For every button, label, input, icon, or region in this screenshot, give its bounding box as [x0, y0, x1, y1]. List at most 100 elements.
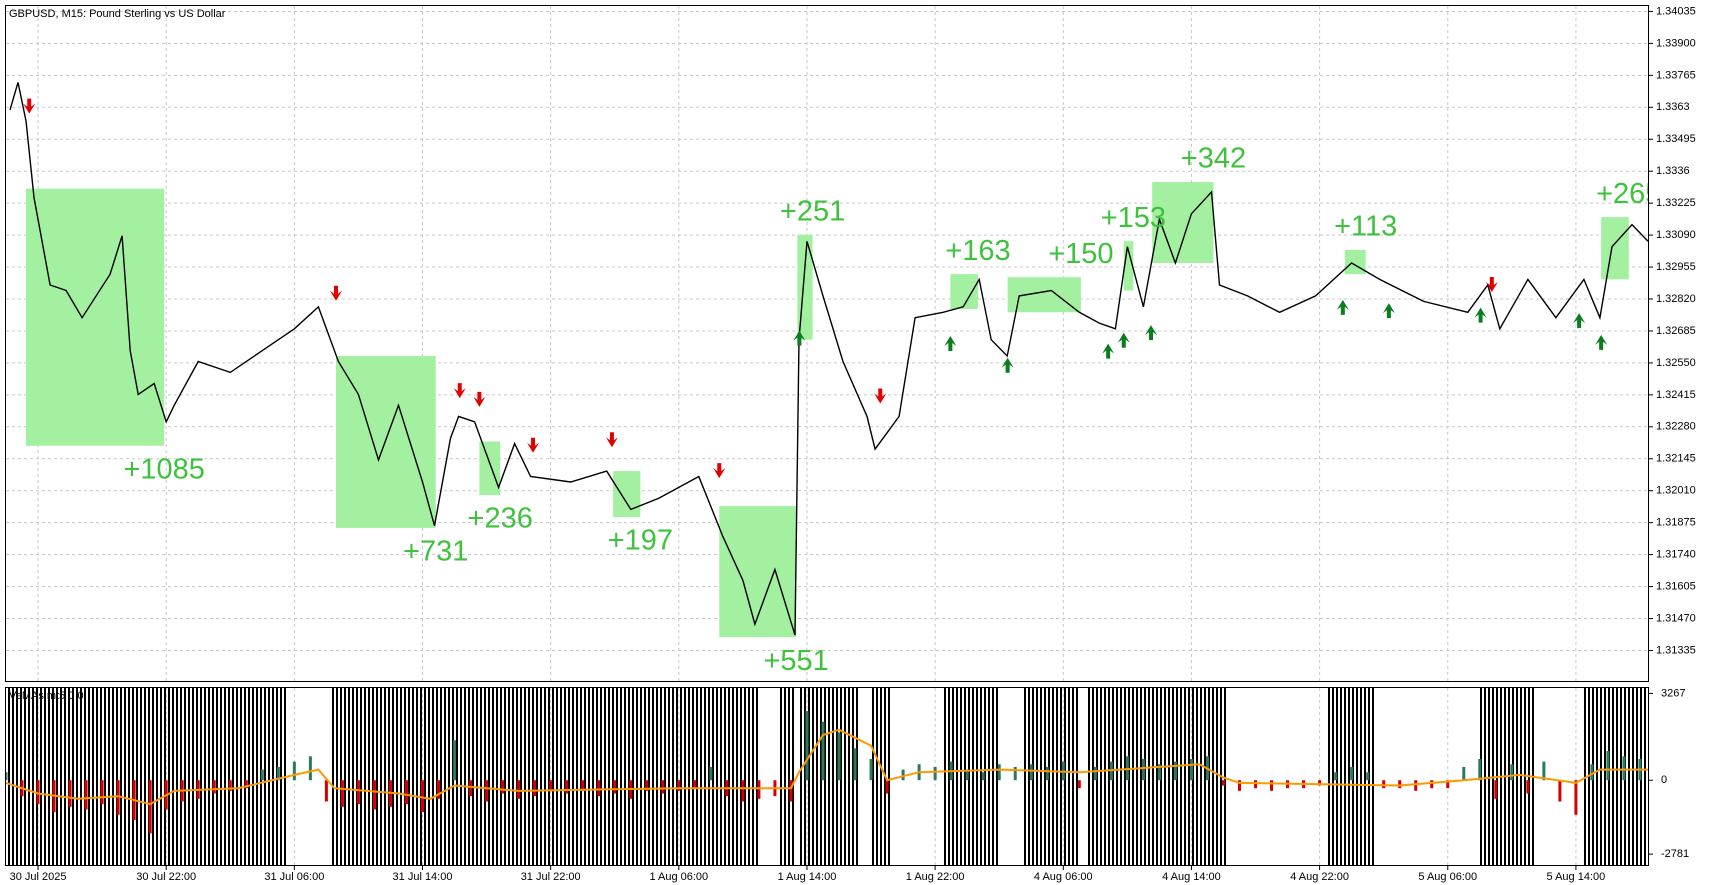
- y-tick-label: 1.33765: [1656, 69, 1696, 81]
- y-tick-label: 1.3363: [1656, 101, 1690, 113]
- histogram-bar: [1318, 780, 1322, 786]
- histogram-bar: [549, 780, 553, 791]
- signal-arrow: [713, 463, 726, 479]
- histogram-bar: [853, 748, 857, 781]
- price-frame: [5, 5, 1649, 682]
- histogram-bar: [1157, 764, 1161, 781]
- histogram-bar: [645, 780, 649, 791]
- histogram-bar: [613, 780, 617, 794]
- histogram-bar: [597, 780, 601, 797]
- histogram-bar: [757, 780, 761, 799]
- histogram-bar: [1574, 780, 1578, 815]
- signal-arrow: [1001, 357, 1014, 373]
- signal-arrow: [1102, 343, 1115, 359]
- y-tick-label: -2781: [1661, 848, 1689, 860]
- histogram-bar: [437, 780, 441, 799]
- histogram-bar: [869, 758, 873, 781]
- histogram-bar: [1270, 780, 1274, 791]
- signal-zone: [1583, 688, 1648, 865]
- y-tick-label: 1.32010: [1656, 485, 1696, 497]
- trade-box: [479, 441, 501, 495]
- moving-average: [6, 728, 1648, 806]
- histogram-bar: [1366, 772, 1370, 781]
- chart-title: GBPUSD, M15: Pound Sterling vs US Dollar: [9, 8, 226, 20]
- y-tick-label: 1.33900: [1656, 37, 1696, 49]
- profit-label: +265: [1596, 178, 1661, 210]
- y-tick-label: 1.31470: [1656, 612, 1696, 624]
- histogram-bar: [116, 780, 120, 815]
- y-tick-label: 3267: [1661, 687, 1685, 699]
- histogram-bar: [485, 780, 489, 802]
- signal-arrow: [1485, 277, 1498, 293]
- trade-box: [1123, 241, 1134, 291]
- histogram-bar: [1542, 761, 1546, 781]
- trade-box: [1007, 277, 1081, 313]
- histogram-bar: [661, 780, 665, 794]
- signal-zone: [330, 688, 759, 865]
- y-tick-label: 1.31605: [1656, 580, 1696, 592]
- histogram-bar: [693, 780, 697, 789]
- x-tick-label: 30 Jul 22:00: [136, 871, 196, 883]
- histogram-bar: [965, 769, 969, 781]
- histogram-bar: [789, 780, 793, 802]
- histogram-bar: [933, 766, 937, 781]
- histogram-bar: [709, 766, 713, 781]
- histogram-bar: [1414, 780, 1418, 791]
- histogram-bar: [1510, 764, 1514, 781]
- histogram-bar: [469, 780, 473, 797]
- profit-label: +731: [403, 536, 468, 568]
- histogram-bar: [148, 780, 152, 834]
- histogram-bar: [212, 780, 216, 794]
- histogram-bar: [565, 780, 569, 794]
- signal-arrow: [1474, 307, 1487, 323]
- histogram-bar: [1462, 766, 1466, 781]
- histogram-bar: [1606, 750, 1610, 781]
- indicator-panel: [6, 688, 1648, 865]
- profit-label: +236: [468, 503, 533, 535]
- histogram-bar: [324, 780, 328, 802]
- signal-arrow: [473, 391, 486, 407]
- histogram-bar: [1173, 761, 1177, 781]
- histogram-bar: [6, 772, 8, 781]
- y-tick-label: 1.34035: [1656, 5, 1696, 17]
- signal-zone: [798, 688, 860, 865]
- signal-arrow: [330, 285, 343, 301]
- histogram-bar: [885, 780, 889, 794]
- histogram-bar: [901, 769, 905, 781]
- axes: 30 Jul 2025 30 Jul 22:00 31 Jul 06:00 31 Ju…: [10, 5, 1696, 883]
- y-tick-label: 1.32145: [1656, 453, 1696, 465]
- histogram-bar: [1446, 780, 1450, 789]
- signal-arrow: [944, 336, 957, 352]
- histogram-bar: [1334, 772, 1338, 781]
- profit-label: +197: [608, 525, 673, 557]
- histogram-bar: [1478, 758, 1482, 781]
- histogram-bar: [1141, 758, 1145, 781]
- price-line: [9, 82, 1648, 636]
- x-tick-label: 4 Aug 06:00: [1034, 871, 1093, 883]
- histogram-bar: [837, 732, 841, 781]
- histogram-bar: [677, 780, 681, 791]
- histogram-bar: [805, 711, 809, 781]
- trade-box: [613, 471, 641, 517]
- histogram-bar: [1238, 780, 1242, 791]
- signal-arrow: [453, 383, 466, 399]
- x-tick-label: 5 Aug 14:00: [1547, 871, 1606, 883]
- y-tick-label: 1.3336: [1656, 165, 1690, 177]
- x-tick-label: 31 Jul 22:00: [521, 871, 581, 883]
- y-tick-label: 1.31335: [1656, 644, 1696, 656]
- x-tick-label: 1 Aug 06:00: [649, 871, 708, 883]
- histogram-bar: [1494, 780, 1498, 799]
- x-tick-label: 4 Aug 14:00: [1162, 871, 1221, 883]
- histogram-bar: [1558, 780, 1562, 802]
- profit-label: +251: [780, 195, 845, 227]
- histogram-bar: [356, 780, 360, 805]
- y-tick-label: 0: [1661, 774, 1667, 786]
- y-tick-label: 1.31740: [1656, 549, 1696, 561]
- x-tick-label: 5 Aug 06:00: [1418, 871, 1477, 883]
- signal-arrow: [1573, 313, 1586, 329]
- profit-label: +551: [763, 645, 828, 677]
- histogram-bar: [1398, 780, 1402, 789]
- histogram-bar: [340, 780, 344, 807]
- trade-box: [1344, 250, 1366, 275]
